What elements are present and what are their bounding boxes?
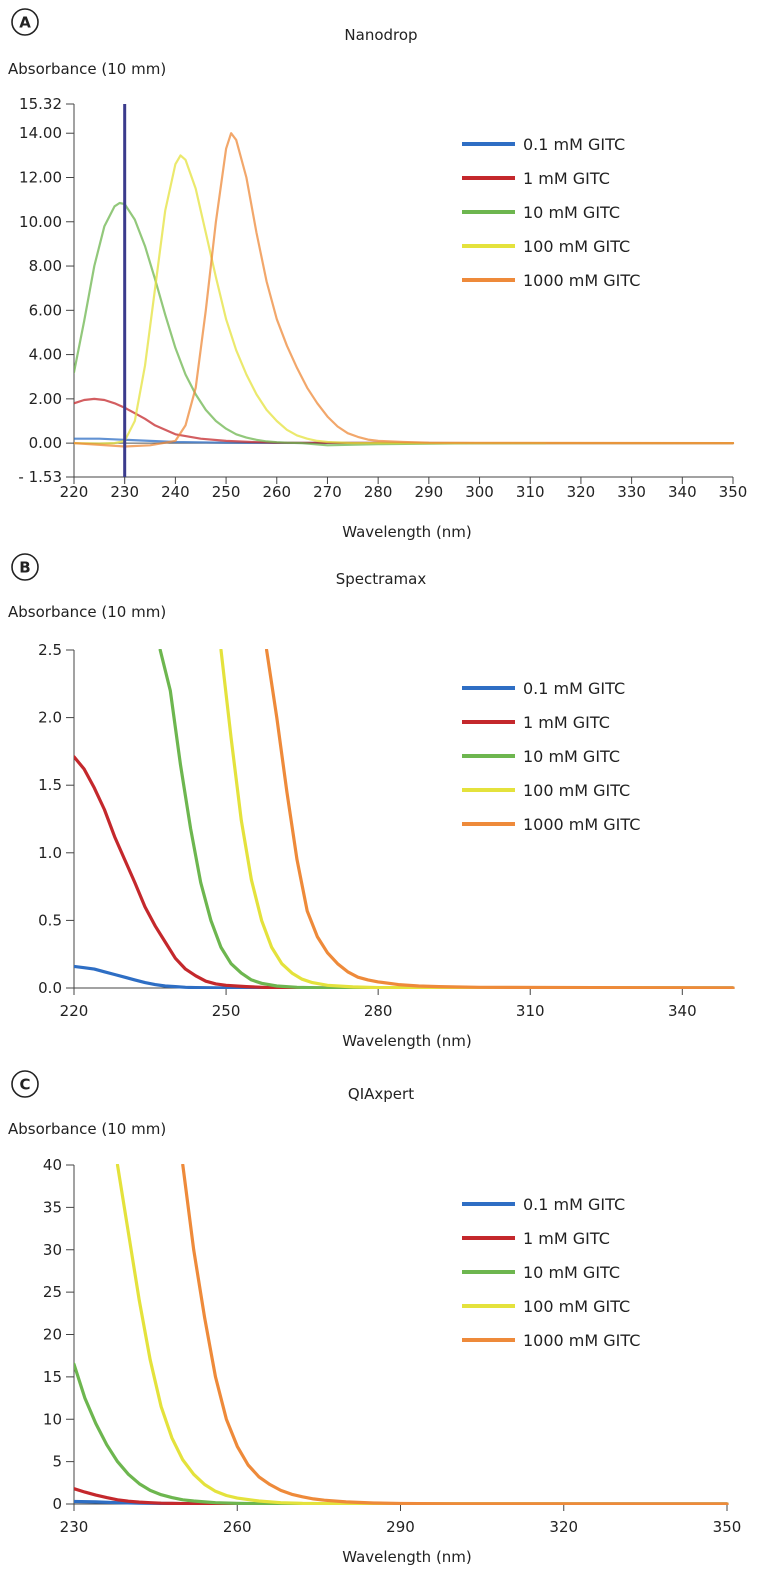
x-tick-label: 310 bbox=[516, 1002, 545, 1020]
x-tick-label: 230 bbox=[110, 483, 139, 501]
panel-letter: A bbox=[19, 14, 31, 32]
legend-label: 1000 mM GITC bbox=[523, 1331, 640, 1350]
legend-label: 100 mM GITC bbox=[523, 237, 630, 256]
legend-label: 1 mM GITC bbox=[523, 169, 610, 188]
panel-letter: C bbox=[19, 1076, 30, 1094]
y-tick-label: 2.5 bbox=[38, 641, 62, 659]
legend-label: 100 mM GITC bbox=[523, 781, 630, 800]
y-tick-label: 1.0 bbox=[38, 844, 62, 862]
x-tick-label: 320 bbox=[567, 483, 596, 501]
y-tick-label: 30 bbox=[43, 1241, 62, 1259]
y-tick-label: 4.00 bbox=[29, 346, 62, 364]
series-group bbox=[74, 132, 735, 448]
panel-letter-circle bbox=[11, 8, 39, 36]
x-tick-label: 310 bbox=[516, 483, 545, 501]
x-tick-label: 350 bbox=[713, 1518, 742, 1536]
y-tick-label: - 1.53 bbox=[18, 468, 62, 486]
series-line-1-mm-gitc bbox=[74, 397, 735, 445]
y-tick-label: 12.00 bbox=[19, 168, 62, 186]
y-tick-label: 15.32 bbox=[19, 95, 62, 113]
x-tick-label: 300 bbox=[465, 483, 494, 501]
x-tick-label: 340 bbox=[668, 483, 697, 501]
y-tick-label: 0.5 bbox=[38, 911, 62, 929]
x-tick-label: 250 bbox=[212, 483, 241, 501]
series-line-1000-mm-gitc bbox=[181, 1164, 729, 1505]
y-tick-label: 20 bbox=[43, 1326, 62, 1344]
legend-label: 10 mM GITC bbox=[523, 203, 620, 222]
y-tick-label: 1.5 bbox=[38, 776, 62, 794]
series-line-0-1-mm-gitc bbox=[74, 964, 735, 989]
x-tick-label: 270 bbox=[313, 483, 342, 501]
y-tick-label: 0 bbox=[52, 1495, 62, 1513]
series-line-1000-mm-gitc bbox=[74, 132, 735, 448]
y-tick-label: 6.00 bbox=[29, 301, 62, 319]
panel-a: A Nanodrop Absorbance (10 mm) 15.32 14.00 12.… bbox=[8, 8, 748, 541]
x-tick-label: 350 bbox=[719, 483, 748, 501]
series-group bbox=[74, 649, 735, 989]
series-line-1-mm-gitc bbox=[74, 1487, 729, 1505]
panel-c: C QIAxpert Absorbance (10 mm) 40 35 30 25 20 15 1… bbox=[8, 1070, 742, 1566]
series-line-10-mm-gitc bbox=[74, 1362, 729, 1505]
y-tick-label: 0.0 bbox=[38, 979, 62, 997]
y-tick-label: 10 bbox=[43, 1410, 62, 1428]
x-axis-label: Wavelength (nm) bbox=[342, 1548, 472, 1566]
series-line-100-mm-gitc bbox=[115, 1164, 729, 1505]
chart-title: Nanodrop bbox=[344, 26, 417, 44]
legend-label: 10 mM GITC bbox=[523, 747, 620, 766]
chart-title: QIAxpert bbox=[348, 1085, 414, 1103]
x-tick-label: 230 bbox=[60, 1518, 89, 1536]
legend-label: 1 mM GITC bbox=[523, 713, 610, 732]
x-tick-label: 280 bbox=[364, 483, 393, 501]
y-tick-label: 5 bbox=[52, 1453, 62, 1471]
x-tick-label: 260 bbox=[262, 483, 291, 501]
y-tick-label: 14.00 bbox=[19, 124, 62, 142]
y-tick-label: 2.00 bbox=[29, 390, 62, 408]
x-axis-label: Wavelength (nm) bbox=[342, 523, 472, 541]
x-tick-label: 250 bbox=[212, 1002, 241, 1020]
legend-label: 0.1 mM GITC bbox=[523, 679, 625, 698]
series-line-100-mm-gitc bbox=[219, 649, 735, 989]
y-tick-label: 35 bbox=[43, 1198, 62, 1216]
x-axis-label: Wavelength (nm) bbox=[342, 1032, 472, 1050]
legend-label: 100 mM GITC bbox=[523, 1297, 630, 1316]
y-tick-label: 10.00 bbox=[19, 213, 62, 231]
series-line-1000-mm-gitc bbox=[265, 649, 735, 989]
x-tick-label: 290 bbox=[386, 1518, 415, 1536]
x-tick-label: 320 bbox=[549, 1518, 578, 1536]
x-tick-label: 330 bbox=[617, 483, 646, 501]
series-line-10-mm-gitc bbox=[74, 201, 547, 447]
x-tick-label: 220 bbox=[60, 1002, 89, 1020]
legend-label: 1000 mM GITC bbox=[523, 271, 640, 290]
legend-label: 1000 mM GITC bbox=[523, 815, 640, 834]
panel-letter-circle bbox=[11, 553, 39, 581]
y-tick-label: 0.00 bbox=[29, 434, 62, 452]
y-tick-label: 8.00 bbox=[29, 257, 62, 275]
y-axis-label: Absorbance (10 mm) bbox=[8, 603, 166, 621]
panel-letter: B bbox=[19, 559, 30, 577]
series-line-1-mm-gitc bbox=[74, 755, 735, 989]
x-tick-label: 340 bbox=[668, 1002, 697, 1020]
y-axis-label: Absorbance (10 mm) bbox=[8, 60, 166, 78]
x-tick-label: 290 bbox=[415, 483, 444, 501]
legend-label: 0.1 mM GITC bbox=[523, 135, 625, 154]
y-tick-label: 40 bbox=[43, 1156, 62, 1174]
panel-letter-circle bbox=[11, 1070, 39, 1098]
y-axis-label: Absorbance (10 mm) bbox=[8, 1120, 166, 1138]
x-tick-label: 260 bbox=[223, 1518, 252, 1536]
series-group bbox=[74, 1164, 729, 1505]
y-tick-label: 15 bbox=[43, 1368, 62, 1386]
legend-label: 1 mM GITC bbox=[523, 1229, 610, 1248]
chart-title: Spectramax bbox=[336, 570, 427, 588]
x-tick-label: 220 bbox=[60, 483, 89, 501]
series-line-10-mm-gitc bbox=[158, 649, 735, 989]
y-tick-label: 2.0 bbox=[38, 709, 62, 727]
legend-label: 10 mM GITC bbox=[523, 1263, 620, 1282]
x-tick-label: 280 bbox=[364, 1002, 393, 1020]
panel-b: B Spectramax Absorbance (10 mm) 2.5 2.0 1.5 1.… bbox=[8, 553, 735, 1050]
legend-label: 0.1 mM GITC bbox=[523, 1195, 625, 1214]
y-tick-label: 25 bbox=[43, 1283, 62, 1301]
x-tick-label: 240 bbox=[161, 483, 190, 501]
series-line-100-mm-gitc bbox=[74, 154, 735, 445]
